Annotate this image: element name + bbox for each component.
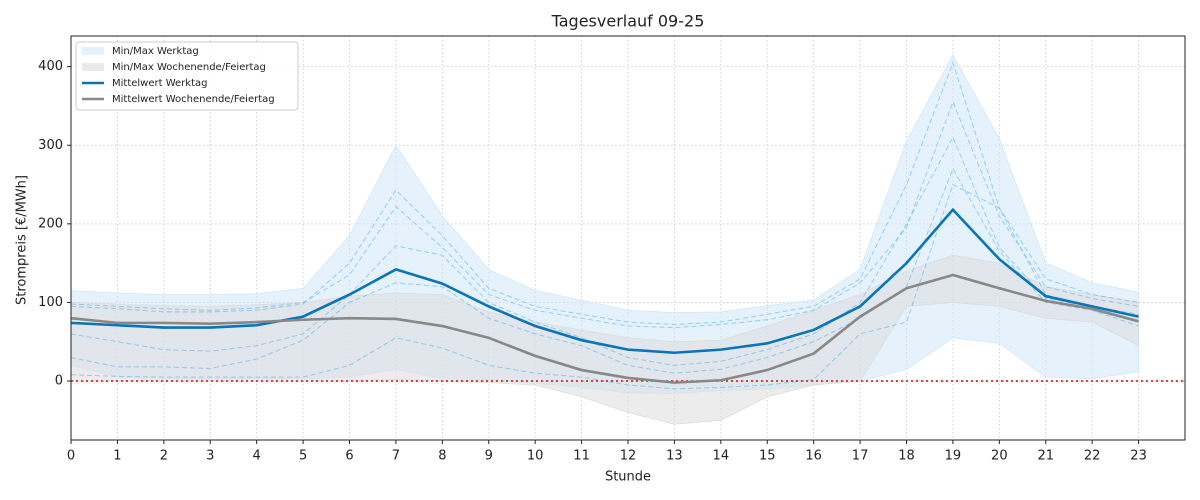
x-tick-label: 12 (620, 449, 637, 464)
y-tick-label: 400 (38, 59, 63, 74)
x-tick-label: 21 (1037, 449, 1054, 464)
daily-line (70, 100, 1139, 329)
x-tick-label: 23 (1130, 449, 1147, 464)
x-tick-label: 6 (345, 449, 353, 464)
x-tick-label: 8 (438, 449, 446, 464)
x-tick-label: 1 (113, 449, 121, 464)
x-tick-label: 14 (713, 449, 730, 464)
y-tick-label: 100 (38, 295, 63, 310)
daily-line (70, 183, 1139, 390)
x-tick-label: 0 (67, 449, 75, 464)
x-tick-label: 3 (206, 449, 214, 464)
legend-label: Mittelwert Wochenende/Feiertag (112, 94, 275, 105)
x-tick-label: 11 (573, 449, 590, 464)
legend-label: Mittelwert Werktag (112, 78, 207, 89)
legend-swatch (82, 47, 104, 55)
legend-box (75, 41, 299, 111)
x-tick-label: 9 (485, 449, 493, 464)
legend-swatch (82, 63, 104, 71)
x-tick-label: 7 (392, 449, 400, 464)
y-tick-label: 300 (38, 138, 63, 153)
x-tick-label: 13 (666, 449, 683, 464)
y-tick-label: 200 (38, 216, 63, 231)
x-tick-label: 5 (299, 449, 307, 464)
legend-label: Min/Max Wochenende/Feiertag (112, 62, 266, 73)
chart-title: Tagesverlauf 09-25 (551, 12, 705, 31)
min-max-band (70, 254, 1139, 425)
x-tick-label: 20 (991, 449, 1008, 464)
x-tick-label: 19 (945, 449, 962, 464)
x-tick-label: 4 (253, 449, 261, 464)
daily-line (70, 136, 1139, 366)
x-tick-label: 16 (805, 449, 822, 464)
x-axis-label: Stunde (605, 470, 651, 485)
daily-line (70, 61, 1139, 325)
y-axis-label: Strompreis [€/MWh] (15, 175, 30, 305)
x-tick-label: 15 (759, 449, 776, 464)
legend-label: Min/Max Werktag (112, 46, 199, 57)
x-tick-label: 17 (852, 449, 869, 464)
y-tick-label: 0 (55, 374, 63, 389)
plot-frame (70, 35, 1186, 441)
mean-line (70, 273, 1139, 384)
mean-line (70, 207, 1139, 355)
x-tick-label: 18 (898, 449, 915, 464)
daily-line (70, 167, 1139, 374)
x-tick-label: 22 (1084, 449, 1101, 464)
x-tick-label: 2 (160, 449, 168, 464)
x-tick-label: 10 (527, 449, 544, 464)
